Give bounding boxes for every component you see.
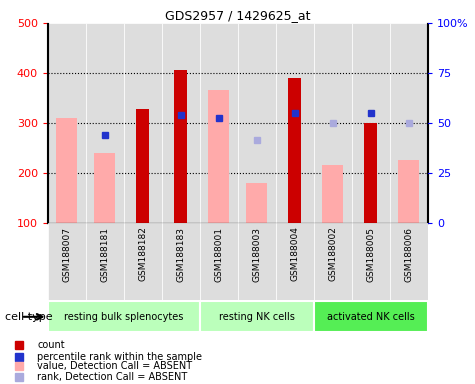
- Bar: [276, 23, 314, 223]
- Bar: [200, 223, 238, 300]
- Text: GSM188003: GSM188003: [252, 227, 261, 281]
- Text: percentile rank within the sample: percentile rank within the sample: [38, 352, 202, 362]
- Bar: [390, 23, 428, 223]
- Text: GSM188182: GSM188182: [138, 227, 147, 281]
- Text: GSM188181: GSM188181: [100, 227, 109, 281]
- Bar: [352, 23, 390, 223]
- Bar: [174, 71, 187, 223]
- Bar: [276, 223, 314, 300]
- Bar: [56, 118, 77, 223]
- Bar: [86, 23, 124, 223]
- Bar: [124, 223, 162, 300]
- Text: cell type: cell type: [5, 312, 52, 322]
- Bar: [288, 78, 301, 223]
- Bar: [48, 223, 86, 300]
- Text: GSM188007: GSM188007: [62, 227, 71, 281]
- Bar: [200, 301, 314, 333]
- Bar: [364, 123, 377, 223]
- Bar: [86, 223, 124, 300]
- Text: GSM188002: GSM188002: [328, 227, 337, 281]
- Text: rank, Detection Call = ABSENT: rank, Detection Call = ABSENT: [38, 372, 188, 382]
- Text: GSM188001: GSM188001: [214, 227, 223, 281]
- Bar: [314, 23, 352, 223]
- Text: resting bulk splenocytes: resting bulk splenocytes: [64, 312, 183, 322]
- Bar: [238, 23, 276, 223]
- Bar: [398, 161, 419, 223]
- Text: activated NK cells: activated NK cells: [327, 312, 414, 322]
- Text: GSM188004: GSM188004: [290, 227, 299, 281]
- Bar: [124, 23, 162, 223]
- Bar: [136, 109, 149, 223]
- Bar: [390, 223, 428, 300]
- Bar: [208, 91, 229, 223]
- Bar: [200, 23, 238, 223]
- Text: GSM188183: GSM188183: [176, 227, 185, 281]
- Text: count: count: [38, 340, 65, 350]
- Bar: [94, 153, 115, 223]
- Bar: [246, 183, 267, 223]
- Text: GSM188006: GSM188006: [404, 227, 413, 281]
- Title: GDS2957 / 1429625_at: GDS2957 / 1429625_at: [165, 9, 310, 22]
- Bar: [48, 23, 86, 223]
- Bar: [48, 301, 199, 333]
- Bar: [238, 223, 276, 300]
- Text: value, Detection Call = ABSENT: value, Detection Call = ABSENT: [38, 361, 192, 371]
- Bar: [352, 223, 390, 300]
- Text: resting NK cells: resting NK cells: [218, 312, 294, 322]
- Bar: [162, 23, 199, 223]
- Bar: [322, 166, 343, 223]
- Bar: [162, 223, 199, 300]
- Text: GSM188005: GSM188005: [366, 227, 375, 281]
- Bar: [314, 223, 352, 300]
- Bar: [314, 301, 428, 333]
